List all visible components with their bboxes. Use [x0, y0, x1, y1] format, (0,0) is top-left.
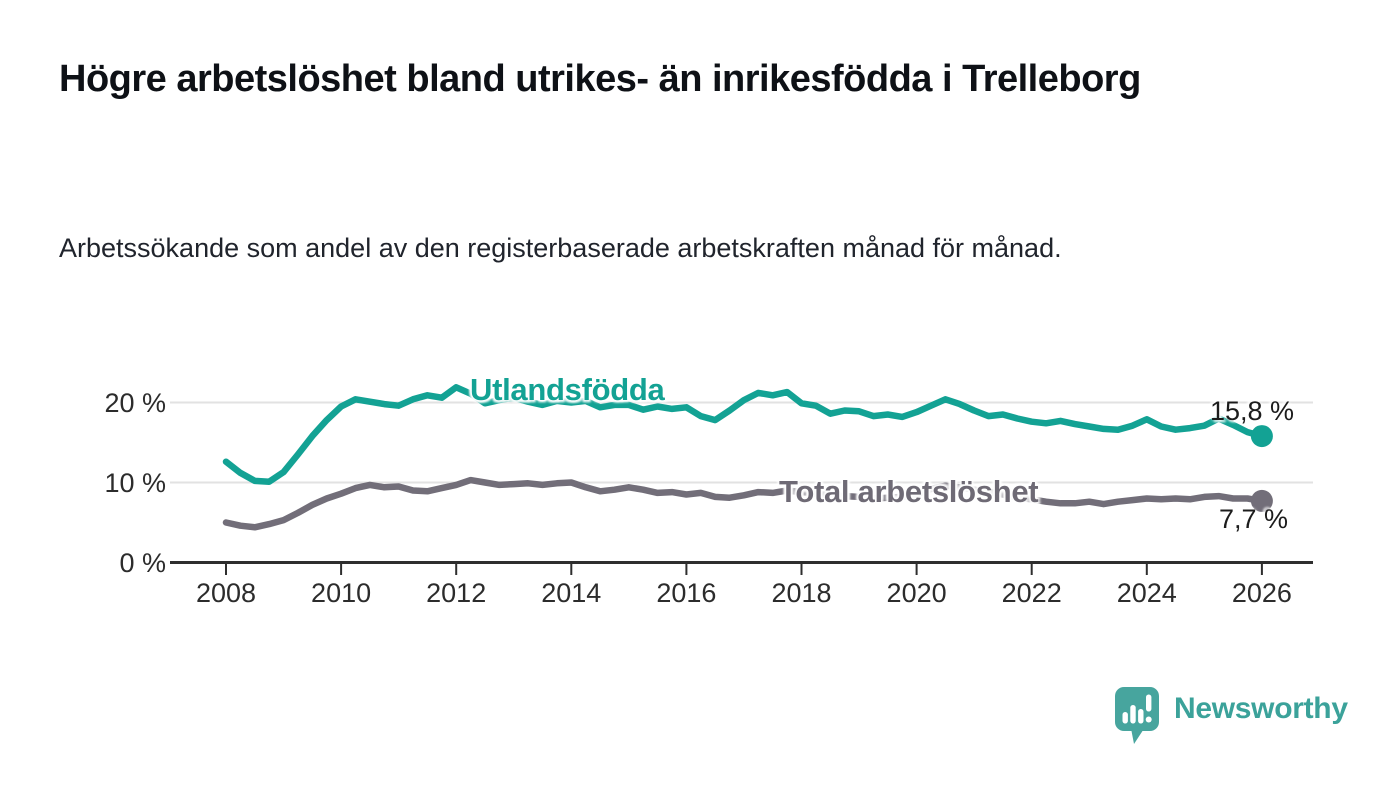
x-axis-tick-label: 2018: [771, 578, 832, 608]
x-axis-tick-label: 2008: [195, 578, 257, 608]
value-label-total-arbetsloshet: 7,7 %: [1218, 504, 1288, 534]
series-end-dot-total-arbetsloshet: [1250, 489, 1273, 512]
y-axis-tick-label: 20 %: [104, 387, 166, 418]
newsworthy-logo-icon: [1115, 687, 1159, 744]
page-subtitle: Arbetssökande som andel av den registerb…: [59, 233, 1062, 263]
series-line-utlandsfodda: [222, 384, 1266, 485]
series-line-total-arbetsloshet: [222, 476, 1266, 531]
value-label-utlandsfodda: 15,8 %: [1209, 396, 1294, 426]
page-title: Högre arbetslöshet bland utrikes- än inr…: [59, 58, 1141, 100]
x-axis-tick-label: 2014: [541, 578, 602, 608]
x-axis-tick-label: 2022: [1001, 578, 1062, 608]
x-axis-tick-label: 2026: [1231, 578, 1292, 608]
brand-name: Newsworthy: [1174, 692, 1348, 725]
x-axis-tick-label: 2010: [311, 578, 372, 608]
y-axis-tick-label: 0 %: [119, 547, 166, 578]
series-label-utlandsfodda: Utlandsfödda: [470, 372, 665, 407]
series-label-total-arbetsloshet: Total arbetslöshet: [779, 474, 1039, 509]
brand-footer: Newsworthy: [1113, 686, 1348, 748]
y-axis-tick-label: 10 %: [104, 467, 166, 498]
series-end-dot-utlandsfodda: [1250, 425, 1273, 448]
x-axis-tick-label: 2016: [656, 578, 717, 608]
x-axis-tick-label: 2012: [426, 578, 487, 608]
x-axis-tick-label: 2020: [886, 578, 947, 608]
x-axis-tick-label: 2024: [1116, 578, 1177, 608]
